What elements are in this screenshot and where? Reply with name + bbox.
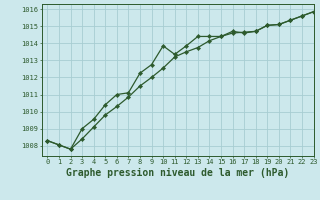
X-axis label: Graphe pression niveau de la mer (hPa): Graphe pression niveau de la mer (hPa) <box>66 168 289 178</box>
